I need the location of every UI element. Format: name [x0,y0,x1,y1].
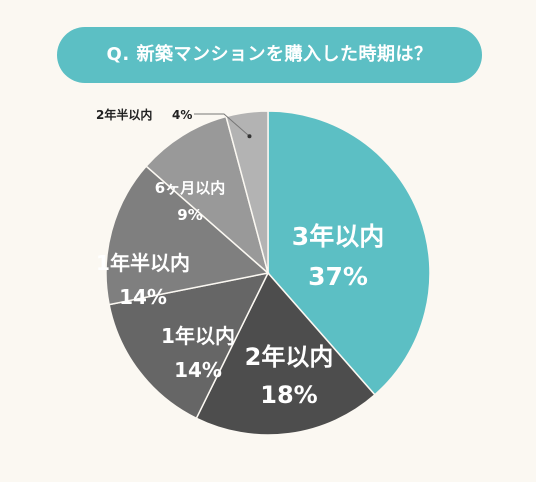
slice-value-label: 37% [308,262,368,291]
slice-value-label: 14% [174,358,222,382]
slice-value-label: 9% [177,206,202,224]
slice-category-label: 1年以内 [161,324,235,348]
callout-group: 2年半以内 4% [96,107,252,139]
slice-category-label: 6ヶ月以内 [155,179,225,197]
slice-category-label: 3年以内 [292,222,384,251]
slice-category-label: 1年半以内 [96,251,190,275]
callout-dot [247,134,252,139]
question-title: Q. 新築マンションを購入した時期は？ [57,27,482,83]
slice-value-label: 18% [260,381,317,409]
pie-slice [195,271,376,436]
callout-leader-line [194,113,250,137]
slice-category-label: 2年以内 [245,343,334,371]
pie-slice [145,115,270,276]
pie-slice [105,165,270,306]
pie-slice [108,271,270,420]
callout-category-label: 2年半以内 [96,107,152,122]
pie-slice [225,110,269,274]
pie-labels: 3年以内 37% 2年以内 18% 1年以内 14% 1年半以内 14% 6ヶ月以内 9% [96,179,384,409]
slice-value-label: 14% [119,285,167,309]
callout-value-label: 4% [172,108,192,122]
pie-slices [105,110,431,436]
pie-slice [267,110,431,396]
